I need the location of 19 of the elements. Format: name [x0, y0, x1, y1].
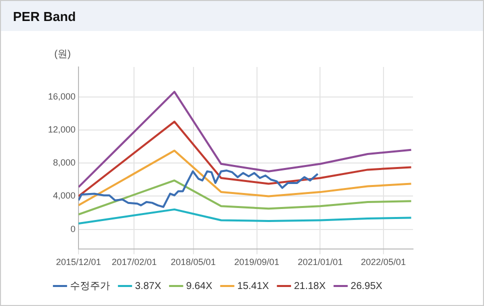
- x-tick-label: 2018/05/01: [170, 257, 216, 268]
- y-tick-label: 12,000: [48, 124, 76, 134]
- x-tick-label: 2021/01/01: [298, 257, 343, 268]
- legend-label: 3.87X: [135, 280, 162, 292]
- x-tick-label: 2017/02/01: [112, 257, 157, 268]
- legend-label: 수정주가: [70, 280, 110, 292]
- x-tick-label: 2015/12/01: [56, 257, 102, 268]
- y-tick-label: 16,000: [48, 91, 76, 102]
- legend-label: 21.18X: [294, 280, 326, 292]
- legend-label: 15.41X: [237, 280, 270, 292]
- y-tick-label: 4,000: [52, 190, 76, 201]
- y-tick-label: 0: [70, 224, 76, 234]
- legend-label: 26.95X: [350, 280, 383, 292]
- chart-title: PER Band: [1, 1, 483, 32]
- x-tick-label: 2022/05/01: [360, 257, 406, 268]
- y-axis-title: (원): [54, 48, 71, 60]
- x-tick-label: 2019/09/01: [234, 257, 280, 268]
- legend-label: 9.64X: [186, 280, 213, 292]
- y-tick-label: 8,000: [52, 158, 76, 168]
